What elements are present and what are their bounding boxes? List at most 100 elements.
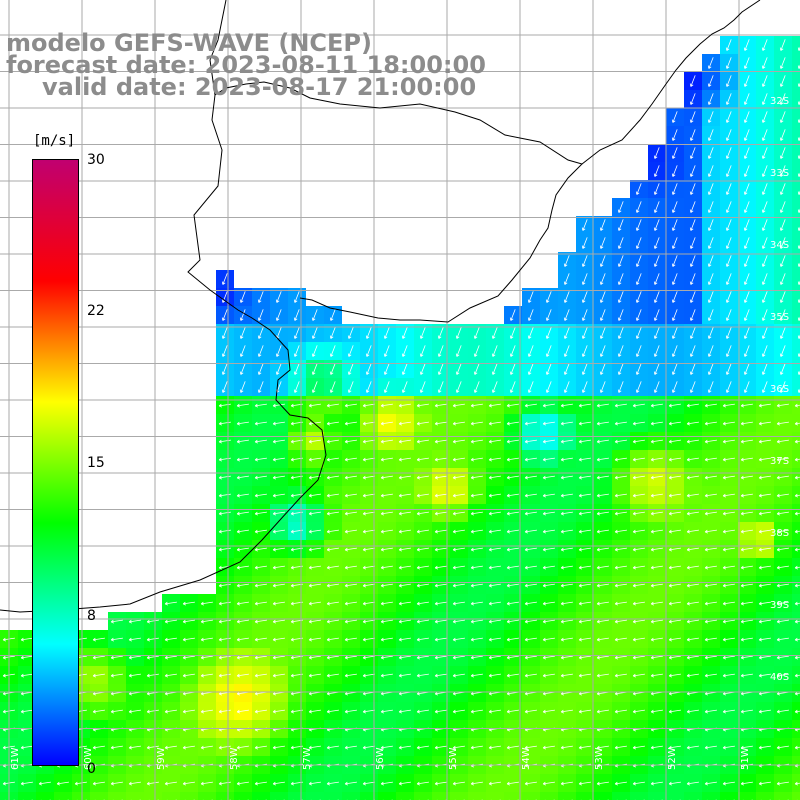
wind-arrow bbox=[578, 619, 591, 624]
wind-arrow bbox=[689, 309, 696, 321]
wind-arrow bbox=[380, 511, 393, 516]
wind-arrow bbox=[740, 547, 753, 552]
wind-arrow bbox=[272, 655, 285, 660]
latitude-label: 40S bbox=[770, 672, 789, 683]
wind-arrow bbox=[344, 421, 357, 426]
wind-arrow bbox=[218, 601, 231, 606]
wind-arrow bbox=[293, 291, 300, 303]
wind-arrow bbox=[686, 781, 699, 786]
wind-speed-cell bbox=[792, 54, 800, 72]
wind-arrow bbox=[704, 601, 717, 606]
wind-arrow bbox=[236, 511, 249, 516]
wind-arrow bbox=[671, 147, 678, 159]
wind-arrow bbox=[308, 403, 321, 408]
wind-arrow bbox=[146, 673, 159, 678]
wind-arrow bbox=[740, 781, 753, 786]
wind-arrow bbox=[578, 583, 591, 588]
wind-arrow bbox=[524, 565, 537, 570]
wind-arrow bbox=[779, 147, 786, 159]
wind-arrow bbox=[239, 381, 246, 393]
wind-arrow bbox=[761, 165, 768, 177]
wind-speed-cell bbox=[468, 792, 486, 800]
wind-arrow bbox=[686, 493, 699, 498]
wind-arrow bbox=[758, 547, 771, 552]
wind-arrow bbox=[221, 327, 228, 339]
wind-arrow bbox=[380, 781, 393, 786]
wind-speed-cell bbox=[162, 792, 180, 800]
wind-arrow bbox=[542, 637, 555, 642]
latitude-label: 34S bbox=[770, 240, 789, 251]
wind-arrow bbox=[470, 709, 483, 714]
wind-arrow bbox=[704, 475, 717, 480]
wind-arrow bbox=[236, 547, 249, 552]
wind-arrow bbox=[92, 781, 105, 786]
wind-arrow bbox=[383, 345, 390, 357]
wind-arrow bbox=[293, 381, 300, 393]
wind-arrow bbox=[617, 345, 624, 357]
wind-arrow bbox=[524, 493, 537, 498]
wind-arrow bbox=[689, 183, 696, 195]
wind-arrow bbox=[743, 57, 750, 69]
wind-arrow bbox=[236, 529, 249, 534]
wind-arrow bbox=[218, 475, 231, 480]
wind-speed-cell bbox=[72, 792, 90, 800]
wind-arrow bbox=[434, 583, 447, 588]
wind-arrow bbox=[254, 475, 267, 480]
wind-arrow bbox=[293, 309, 300, 321]
wind-arrow bbox=[722, 709, 735, 714]
wind-arrow bbox=[542, 511, 555, 516]
wind-arrow bbox=[488, 529, 501, 534]
wind-arrow bbox=[362, 475, 375, 480]
wind-arrow bbox=[707, 111, 714, 123]
wind-arrow bbox=[272, 745, 285, 750]
wind-arrow bbox=[470, 403, 483, 408]
wind-arrow bbox=[275, 291, 282, 303]
wind-arrow bbox=[563, 381, 570, 393]
wind-arrow bbox=[92, 709, 105, 714]
wind-arrow bbox=[452, 475, 465, 480]
wind-arrow bbox=[437, 363, 444, 375]
wind-arrow bbox=[779, 57, 786, 69]
wind-arrow bbox=[470, 601, 483, 606]
wind-arrow bbox=[761, 129, 768, 141]
wind-arrow bbox=[218, 403, 231, 408]
latitude-label: 37S bbox=[770, 456, 789, 467]
wind-arrow bbox=[776, 583, 789, 588]
wind-arrow bbox=[275, 363, 282, 375]
colorbar-tick-15: 15 bbox=[87, 455, 105, 471]
wind-arrow bbox=[776, 781, 789, 786]
wind-arrow bbox=[614, 583, 627, 588]
wind-speed-cell bbox=[666, 792, 684, 800]
wind-arrow bbox=[617, 273, 624, 285]
wind-speed-cell bbox=[792, 342, 800, 360]
wind-arrow bbox=[632, 475, 645, 480]
wind-arrow bbox=[455, 363, 462, 375]
wind-arrow bbox=[416, 709, 429, 714]
wind-arrow bbox=[254, 511, 267, 516]
wind-arrow bbox=[527, 345, 534, 357]
wind-arrow bbox=[668, 547, 681, 552]
wind-arrow bbox=[110, 655, 123, 660]
wind-arrow bbox=[779, 201, 786, 213]
wind-arrow bbox=[653, 309, 660, 321]
wind-arrow bbox=[668, 745, 681, 750]
wind-arrow bbox=[560, 745, 573, 750]
wind-arrow bbox=[452, 709, 465, 714]
wind-arrow bbox=[740, 475, 753, 480]
wind-arrow bbox=[617, 327, 624, 339]
wind-arrow bbox=[362, 709, 375, 714]
wind-arrow bbox=[722, 457, 735, 462]
wind-arrow bbox=[254, 493, 267, 498]
wind-arrow bbox=[254, 421, 267, 426]
wind-arrow bbox=[473, 345, 480, 357]
wind-arrow bbox=[398, 439, 411, 444]
wind-arrow bbox=[617, 381, 624, 393]
wind-arrow bbox=[794, 583, 800, 588]
wind-arrow bbox=[707, 147, 714, 159]
wind-arrow bbox=[650, 655, 663, 660]
wind-arrow bbox=[344, 781, 357, 786]
wind-arrow bbox=[743, 93, 750, 105]
wind-arrow bbox=[650, 511, 663, 516]
wind-arrow bbox=[509, 363, 516, 375]
wind-arrow bbox=[293, 363, 300, 375]
